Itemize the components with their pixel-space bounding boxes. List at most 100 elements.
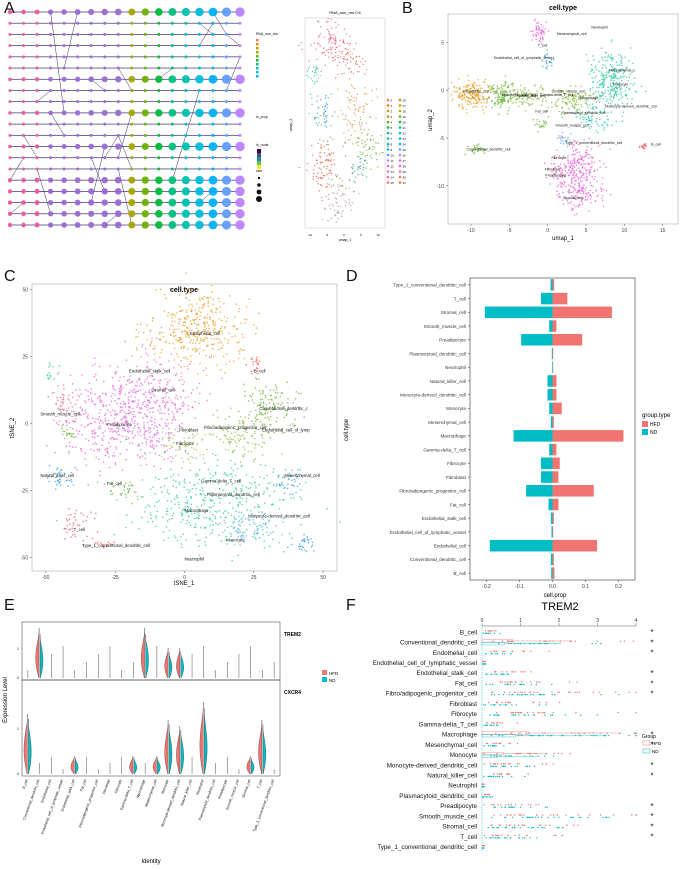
tsne-c-point — [168, 342, 171, 345]
tsne-c-point — [207, 305, 209, 307]
umap-a-point — [355, 55, 357, 58]
clustree-node — [8, 21, 12, 25]
tsne-c-point — [269, 436, 271, 439]
tsne-c-point — [140, 496, 143, 498]
tsne-c-point — [307, 538, 309, 541]
umap-b-cluster-label: B_cell — [651, 143, 661, 147]
umap-a-point — [327, 198, 330, 201]
umap-b-point — [568, 174, 571, 177]
tsne-c-point — [117, 397, 119, 400]
clustree-node — [128, 8, 136, 16]
tsne-c-point — [169, 455, 172, 458]
umap-b-cluster-label: Smooth_muscle_cell — [555, 124, 588, 128]
tsne-c-point — [84, 426, 86, 428]
umap-b-point — [520, 101, 523, 104]
umap-b-point — [556, 105, 559, 107]
umap-b-point — [570, 200, 573, 203]
legend-a-gradient — [257, 149, 261, 153]
umap-b-point — [591, 165, 593, 168]
umap-b-point — [531, 39, 533, 41]
umap-b-x-tick: 15 — [660, 228, 666, 234]
umap-b-point — [538, 120, 541, 123]
tsne-c-point — [163, 412, 166, 415]
tsne-c-point — [235, 442, 238, 444]
tsne-c-point — [131, 400, 133, 403]
tsne-c-point — [144, 511, 146, 513]
clustree-node — [221, 7, 232, 17]
umap-b-point — [603, 108, 606, 110]
umap-a-point — [333, 57, 335, 59]
tsne-c-point — [47, 395, 50, 398]
tsne-c-point — [120, 388, 122, 391]
umap-b-point — [580, 121, 583, 124]
tsne-c-point — [183, 330, 186, 332]
tsne-c-point — [110, 493, 112, 496]
tsne-c-point — [199, 311, 202, 314]
tsne-c-point — [166, 499, 169, 502]
umap-b-point — [458, 95, 460, 97]
tsne-c-point — [129, 430, 131, 432]
umap-a-point — [323, 166, 325, 168]
tsne-c-point — [73, 533, 76, 536]
umap-a-point — [366, 134, 369, 136]
umap-a-point — [381, 151, 383, 154]
clustree-node — [157, 55, 161, 59]
tsne-c-point — [207, 330, 210, 332]
umap-b-point — [582, 190, 585, 193]
umap-a-xlabel: umap_1 — [339, 238, 352, 242]
tsne-c-point — [184, 450, 187, 452]
tsne-c-point — [137, 390, 140, 392]
umap-b-point — [559, 196, 561, 198]
umap-b-point — [601, 72, 604, 75]
umap-a-legend-label: 29 — [403, 170, 407, 174]
clustree-node — [89, 66, 93, 70]
tsne-c-point — [134, 396, 137, 399]
umap-b-point — [625, 76, 628, 78]
tsne-c-point — [127, 398, 130, 401]
umap-b-point — [599, 110, 601, 113]
tsne-c-point — [165, 393, 168, 395]
tsne-c-point — [178, 481, 181, 484]
clustree-node — [76, 44, 80, 48]
umap-a-point — [319, 138, 321, 141]
tsne-c-point — [247, 400, 250, 402]
tsne-c-point — [192, 342, 194, 345]
tsne-c-point — [179, 408, 182, 410]
tsne-c-point — [90, 388, 93, 390]
umap-b-point — [540, 104, 543, 107]
clustree-node — [224, 21, 228, 25]
umap-b-point — [477, 143, 480, 145]
tsne-c-point — [152, 411, 154, 414]
umap-b-y-tick: 0 — [441, 88, 444, 94]
tsne-c-point — [253, 401, 255, 404]
umap-b-point — [466, 145, 469, 148]
umap-a-point — [325, 21, 328, 23]
umap-b-point — [587, 196, 589, 198]
umap-b-point — [559, 181, 562, 183]
umap-b-point — [458, 104, 460, 106]
umap-b-point — [563, 180, 565, 183]
clustree-node — [181, 7, 190, 17]
umap-a-point — [316, 74, 318, 76]
umap-b-point — [579, 192, 581, 195]
umap-b-point — [634, 90, 637, 92]
umap-b-x-tick: 0 — [546, 228, 549, 234]
clustree-node — [101, 8, 108, 16]
tsne-c-point — [113, 413, 116, 416]
umap-a-point — [321, 177, 324, 179]
tsne-c-point — [200, 493, 203, 496]
clustree-node — [181, 108, 190, 117]
clustree-node — [184, 100, 188, 104]
tsne-c-point — [114, 462, 117, 464]
tsne-c-point — [206, 313, 209, 316]
umap-b-point — [486, 91, 489, 94]
tsne-c-point — [142, 417, 144, 419]
umap-b-point — [590, 148, 593, 150]
tsne-c-point — [167, 457, 169, 460]
umap-b-point — [577, 109, 579, 111]
tsne-c-point — [138, 377, 141, 379]
tsne-c-point — [241, 484, 244, 487]
umap-b-point — [447, 87, 450, 90]
umap-a-point — [327, 220, 329, 222]
umap-a-point — [348, 202, 350, 204]
